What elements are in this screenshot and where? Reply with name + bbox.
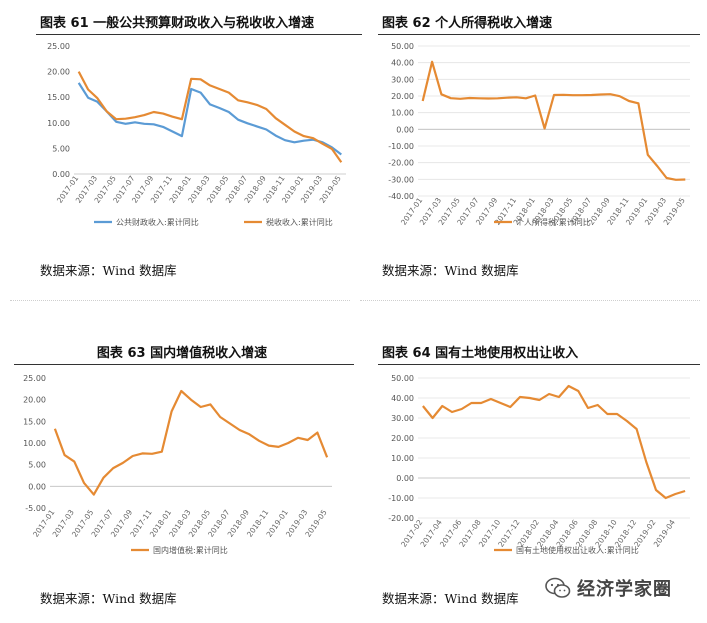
- panel-title: 图表 61 一般公共预算财政收入与税收收入增速: [36, 12, 362, 35]
- series-line: [422, 384, 686, 500]
- y-tick-label: 15.00: [47, 93, 70, 102]
- brand-name: 经济学家圈: [577, 579, 672, 600]
- y-tick-label: 40.00: [391, 394, 414, 403]
- y-tick-label: 0.00: [396, 125, 414, 134]
- y-tick-label: -10.00: [388, 142, 414, 151]
- data-source: 数据来源：Wind 数据库: [40, 263, 177, 278]
- legend-label: 个人所得税:累计同比: [516, 217, 591, 227]
- y-tick-label: 10.00: [23, 439, 46, 448]
- data-source: 数据来源：Wind 数据库: [40, 591, 177, 606]
- y-tick-label: -30.00: [388, 175, 414, 184]
- panel-personal-income-tax: 图表 62 个人所得税收入增速 -40.00 -30.00 -20.00 -10.00…: [378, 8, 700, 293]
- panel-title: 图表 62 个人所得税收入增速: [378, 12, 700, 35]
- legend-label: 公共财政收入:累计同比: [116, 217, 199, 227]
- y-tick-label: 0.00: [52, 170, 70, 179]
- panel-land-revenue: 图表 64 国有土地使用权出让收入 -20.00 -10.00 0.00 10.00 2…: [378, 336, 700, 616]
- y-tick-label: -10.00: [388, 494, 414, 503]
- panel-vat: 图表 63 国内增值税收入增速 -5.00 0.00 5.00 10.00 15.00 2…: [10, 336, 354, 616]
- data-source: 数据来源：Wind 数据库: [382, 263, 519, 278]
- panel-title: 图表 63 国内增值税收入增速: [10, 342, 354, 365]
- y-tick-label: 20.00: [23, 396, 46, 405]
- y-tick-label: 20.00: [391, 434, 414, 443]
- series-line: [77, 82, 342, 156]
- legend-label: 税收收入:累计同比: [266, 217, 333, 227]
- divider: [10, 300, 350, 301]
- legend-label: 国有土地使用权出让收入:累计同比: [516, 545, 639, 555]
- panel-title: 图表 64 国有土地使用权出让收入: [378, 342, 700, 365]
- y-tick-label: 50.00: [391, 42, 414, 51]
- chart-personal-income-tax: -40.00 -30.00 -20.00 -10.00 0.00 10.00 20.00 30…: [388, 42, 690, 227]
- series-line: [53, 389, 329, 496]
- y-tick-label: 0.00: [28, 482, 46, 491]
- series-line: [421, 60, 686, 181]
- y-tick-label: -40.00: [388, 192, 414, 201]
- chart-vat: -5.000.005.0010.0015.0020.0025.002017-01…: [23, 374, 332, 555]
- data-source: 数据来源：Wind 数据库: [382, 591, 519, 606]
- divider: [360, 300, 700, 301]
- y-tick-label: 5.00: [28, 461, 46, 470]
- legend-label: 国内增值税:累计同比: [153, 545, 228, 555]
- y-tick-label: -5.00: [25, 504, 46, 513]
- panel-fiscal-revenue: 图表 61 一般公共预算财政收入与税收收入增速 0.00 5.00 10.00 15.…: [36, 8, 362, 293]
- y-tick-label: 10.00: [47, 119, 70, 128]
- y-tick-label: 5.00: [52, 144, 70, 153]
- y-tick-label: -20.00: [388, 159, 414, 168]
- wechat-icon: [545, 577, 571, 598]
- y-tick-label: 30.00: [391, 414, 414, 423]
- brand-watermark: 经济学家圈: [545, 573, 695, 603]
- y-tick-label: 20.00: [47, 68, 70, 77]
- y-tick-label: 50.00: [391, 374, 414, 383]
- y-tick-label: 25.00: [23, 374, 46, 383]
- y-tick-label: -20.00: [388, 514, 414, 523]
- y-tick-label: 20.00: [391, 92, 414, 101]
- y-tick-label: 15.00: [23, 417, 46, 426]
- chart-fiscal-revenue: 0.005.0010.0015.0020.0025.002017-012017-…: [47, 42, 346, 227]
- y-tick-label: 10.00: [391, 454, 414, 463]
- chart-land-revenue: -20.00 -10.00 0.00 10.00 20.00 30.00 40.00 50.0…: [388, 374, 690, 555]
- y-tick-label: 30.00: [391, 75, 414, 84]
- y-tick-label: 40.00: [391, 59, 414, 68]
- y-tick-label: 25.00: [47, 42, 70, 51]
- y-tick-label: 10.00: [391, 109, 414, 118]
- series-line: [77, 71, 343, 163]
- y-tick-label: 0.00: [396, 474, 414, 483]
